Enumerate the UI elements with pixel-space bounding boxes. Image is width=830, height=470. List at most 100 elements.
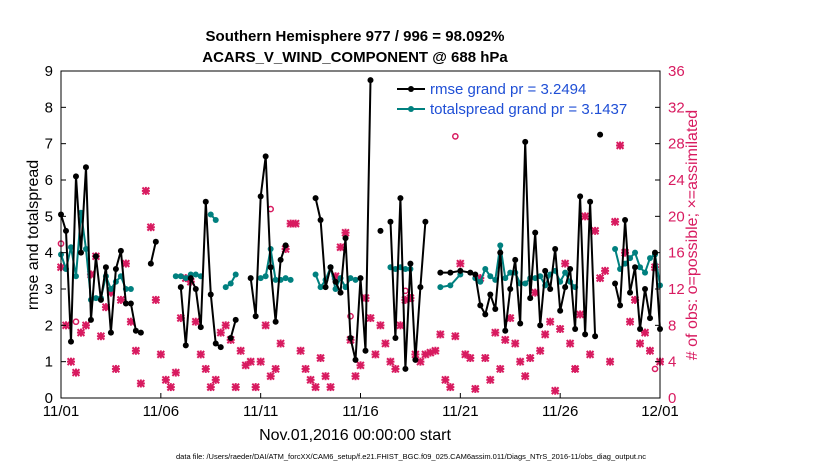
rmse-point xyxy=(97,296,104,303)
obs-assimilated-marker xyxy=(546,317,555,326)
right-tick-label: 24 xyxy=(668,172,685,189)
rmse-point xyxy=(567,266,574,273)
obs-assimilated-marker xyxy=(366,313,375,323)
right-tick-label: 12 xyxy=(668,281,685,298)
obs-assimilated-marker xyxy=(511,339,520,348)
rmse-point xyxy=(147,260,154,267)
obs-assimilated-marker xyxy=(231,382,240,392)
obs-assimilated-marker xyxy=(381,339,390,348)
totalspread-point xyxy=(562,269,569,276)
rmse-point xyxy=(247,275,254,282)
obs-assimilated-marker xyxy=(581,212,590,221)
rmse-point xyxy=(357,275,364,282)
obs-assimilated-marker xyxy=(466,353,475,363)
obs-assimilated-marker xyxy=(441,375,450,384)
obs-assimilated-marker xyxy=(311,382,320,392)
obs-assimilated-marker xyxy=(276,339,285,348)
obs-assimilated-marker xyxy=(451,332,460,341)
right-tick-label: 20 xyxy=(668,208,685,225)
totalspread-point xyxy=(67,244,74,251)
rmse-point xyxy=(637,325,644,332)
totalspread-point xyxy=(347,275,354,282)
totalspread-point xyxy=(632,249,639,256)
obs-assimilated-marker xyxy=(610,217,620,226)
obs-assimilated-marker xyxy=(146,223,155,232)
rmse-point xyxy=(347,335,354,342)
obs-assimilated-marker xyxy=(605,357,615,366)
rmse-point xyxy=(397,195,404,202)
rmse-point xyxy=(507,286,514,292)
rmse-point xyxy=(252,313,259,320)
totalspread-point xyxy=(332,286,339,292)
left-tick-label: 1 xyxy=(45,354,53,371)
totalspread-point xyxy=(487,273,494,280)
totalspread-point xyxy=(192,271,199,278)
totalspread-point xyxy=(312,271,319,278)
obs-assimilated-marker xyxy=(586,350,595,359)
rmse-point xyxy=(282,242,289,249)
rmse-line xyxy=(249,155,287,323)
rmse-point xyxy=(272,318,279,325)
obs-assimilated-marker xyxy=(141,186,150,196)
rmse-point xyxy=(212,340,219,347)
rmse-point xyxy=(202,198,209,205)
rmse-point xyxy=(352,356,359,363)
totalspread-point xyxy=(482,266,489,273)
rmse-point xyxy=(207,291,214,298)
obs-assimilated-marker xyxy=(151,295,160,305)
rmse-point xyxy=(217,344,224,351)
left-tick-label: 5 xyxy=(45,208,53,225)
y-axis-label-right: # of obs: o=possible; ×=assimilated xyxy=(684,110,701,360)
obs-assimilated-marker xyxy=(71,368,81,377)
right-tick-label: 28 xyxy=(668,136,685,153)
left-tick-label: 0 xyxy=(45,390,53,407)
obs-possible-marker xyxy=(571,365,579,373)
rmse-point xyxy=(87,316,94,323)
rmse-point xyxy=(117,247,124,254)
totalspread-point xyxy=(282,275,289,282)
obs-assimilated-marker xyxy=(436,330,445,339)
totalspread-point xyxy=(182,275,189,282)
rmse-point xyxy=(362,347,369,354)
rmse-point xyxy=(182,342,189,349)
rmse-point xyxy=(582,331,589,338)
legend-spread-label: totalspread grand pr = 3.1437 xyxy=(430,101,627,118)
x-tick-label: 11/16 xyxy=(342,403,378,420)
rmse-point xyxy=(417,284,424,291)
rmse-line xyxy=(314,80,372,361)
rmse-point xyxy=(537,322,544,329)
rmse-point xyxy=(522,138,529,145)
obs-assimilated-marker xyxy=(96,332,106,341)
rmse-point xyxy=(122,300,129,307)
totalspread-point xyxy=(177,273,184,280)
obs-assimilated-marker xyxy=(541,330,550,339)
obs-assimilated-marker xyxy=(471,384,480,394)
obs-assimilated-marker xyxy=(521,372,530,381)
rmse-point xyxy=(377,227,384,234)
obs-assimilated-marker xyxy=(246,357,255,366)
rmse-point xyxy=(92,253,99,260)
totalspread-point xyxy=(92,295,99,302)
rmse-point xyxy=(392,335,399,342)
obs-assimilated-marker xyxy=(561,259,570,268)
rmse-line xyxy=(149,241,157,264)
obs-assimilated-marker xyxy=(166,382,175,392)
x-axis-label: Nov.01,2016 00:00:00 start xyxy=(259,427,451,444)
totalspread-point xyxy=(222,284,229,291)
rmse-point xyxy=(127,300,134,307)
rmse-point xyxy=(192,286,199,292)
obs-assimilated-marker xyxy=(576,310,585,319)
rmse-point xyxy=(407,260,414,267)
rmse-point xyxy=(642,286,649,292)
obs-assimilated-marker xyxy=(321,372,330,381)
obs-possible-marker xyxy=(451,133,459,140)
left-tick-label: 3 xyxy=(45,281,53,298)
rmse-point xyxy=(597,131,604,138)
rmse-point xyxy=(227,335,234,342)
rmse-point xyxy=(492,305,499,312)
legend: rmse grand pr = 3.2494 totalspread grand… xyxy=(397,81,627,118)
rmse-point xyxy=(367,77,374,84)
rmse-point xyxy=(482,311,489,318)
rmse-point xyxy=(612,280,619,287)
